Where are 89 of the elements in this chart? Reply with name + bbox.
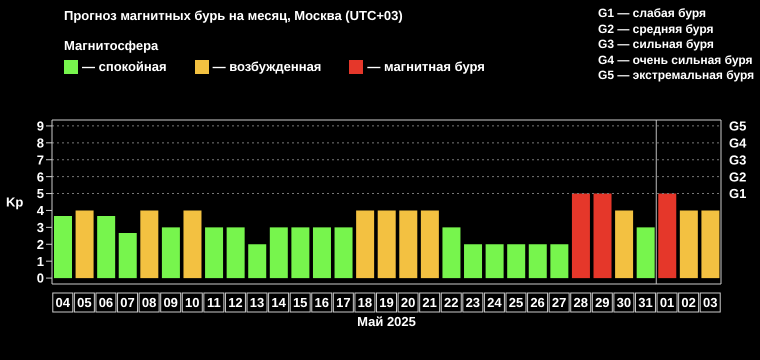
y-tick-label: 1 xyxy=(36,254,44,269)
bar xyxy=(680,210,698,278)
x-tick-label: 01 xyxy=(660,295,674,310)
x-tick-label: 08 xyxy=(142,295,156,310)
bar xyxy=(615,210,634,278)
bar xyxy=(528,244,547,278)
x-tick-label: 27 xyxy=(552,295,566,310)
x-tick-label: 02 xyxy=(681,295,696,310)
x-tick-label: 03 xyxy=(702,295,718,310)
y-tick-label: 4 xyxy=(36,203,45,218)
y-tick-label: 8 xyxy=(36,135,44,150)
bar xyxy=(140,210,158,278)
bar xyxy=(54,216,72,278)
x-tick-label: 04 xyxy=(56,295,71,310)
bar xyxy=(162,227,180,278)
x-tick-label: 20 xyxy=(400,295,416,310)
bar xyxy=(97,216,116,278)
x-tick-label: 17 xyxy=(336,295,351,310)
ref-line-label: G4 xyxy=(729,135,748,150)
bar xyxy=(550,244,568,278)
x-tick-label: 11 xyxy=(206,295,221,310)
x-tick-label: 23 xyxy=(466,295,480,310)
y-tick-label: 7 xyxy=(36,152,44,168)
bar xyxy=(183,210,202,278)
legend-title: Магнитосфера xyxy=(64,38,160,53)
y-tick-label: 3 xyxy=(36,220,44,235)
chart-title: Прогноз магнитных бурь на месяц, Москва (UTC+03) xyxy=(64,8,403,23)
ref-line-label: G2 xyxy=(729,169,746,184)
x-tick-label: 13 xyxy=(250,295,264,310)
ref-line-label: G1 xyxy=(729,186,746,202)
x-tick-label: 28 xyxy=(573,295,588,310)
x-tick-label: 18 xyxy=(358,295,372,310)
x-tick-label: 05 xyxy=(77,295,92,310)
ref-line-label: G5 xyxy=(729,118,746,134)
bar xyxy=(76,210,94,278)
x-tick-label: 21 xyxy=(422,295,437,310)
bar xyxy=(378,210,396,278)
legend-label: — магнитная буря xyxy=(367,59,485,74)
x-tick-label: 16 xyxy=(314,295,329,310)
y-axis-title: Kp xyxy=(6,194,24,210)
x-tick-label: 10 xyxy=(185,295,200,310)
bar xyxy=(486,244,504,278)
text: G3 — сильная буря xyxy=(598,37,715,52)
text: G2 — средняя буря xyxy=(598,22,714,37)
legend-label: — спокойная xyxy=(82,59,167,74)
x-tick-label: 26 xyxy=(530,295,545,310)
bar xyxy=(658,194,676,278)
x-tick-label: 15 xyxy=(292,295,308,310)
y-tick-label: 5 xyxy=(36,186,44,202)
y-tick-label: 6 xyxy=(36,169,44,184)
bar xyxy=(205,227,224,278)
y-tick-label: 9 xyxy=(36,118,44,134)
bar xyxy=(312,227,331,278)
bar xyxy=(399,210,418,278)
x-tick-label: 14 xyxy=(271,295,287,310)
x-tick-label: 31 xyxy=(638,295,653,310)
bar xyxy=(248,244,266,278)
bar xyxy=(118,232,137,278)
bar xyxy=(442,227,460,278)
text: G5 — экстремальная буря xyxy=(598,68,754,84)
x-tick-label: 30 xyxy=(616,295,632,310)
x-tick-label: 29 xyxy=(595,295,610,310)
x-axis-title: Май 2025 xyxy=(357,314,416,329)
bar xyxy=(636,227,655,278)
bar xyxy=(464,244,482,278)
bar xyxy=(572,194,590,278)
bar xyxy=(356,210,374,278)
text: G4 — очень сильная буря xyxy=(598,52,754,68)
bar xyxy=(226,227,245,278)
x-tick-label: 09 xyxy=(163,295,178,310)
ref-line-label: G3 xyxy=(729,152,746,168)
bar xyxy=(270,227,288,278)
bar xyxy=(701,210,720,278)
bar xyxy=(420,210,439,278)
x-tick-label: 12 xyxy=(228,295,243,310)
x-tick-label: 22 xyxy=(444,295,458,310)
x-tick-label: 07 xyxy=(120,295,135,310)
y-tick-label: 0 xyxy=(36,270,44,286)
bar xyxy=(291,227,310,278)
y-tick-label: 2 xyxy=(36,236,44,252)
x-tick-label: 24 xyxy=(487,295,502,310)
x-tick-label: 25 xyxy=(508,295,524,310)
x-tick-label: 06 xyxy=(98,295,114,310)
legend-label: — возбужденная xyxy=(212,59,322,74)
x-tick-label: 19 xyxy=(379,295,394,310)
text: G1 — слабая буря xyxy=(598,6,708,22)
bar xyxy=(334,227,353,278)
bar xyxy=(507,244,526,278)
bar xyxy=(594,194,612,278)
